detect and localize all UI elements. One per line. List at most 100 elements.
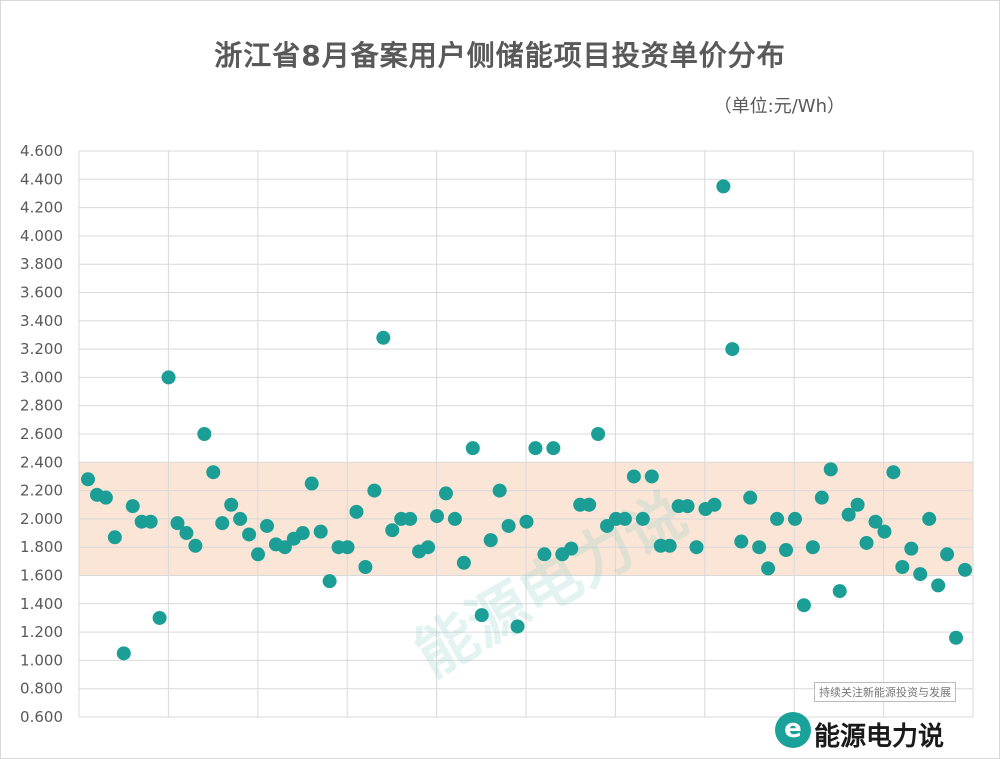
data-point (779, 543, 794, 558)
data-point (617, 511, 632, 526)
y-tick-label: 1.400 (20, 595, 63, 613)
data-point (492, 483, 507, 498)
data-point (259, 518, 274, 533)
y-tick-label: 4.200 (20, 199, 63, 217)
data-point (546, 441, 561, 456)
data-point (197, 427, 212, 441)
data-point (403, 511, 418, 526)
y-tick-label: 4.000 (20, 227, 63, 245)
y-tick-label: 4.600 (20, 142, 63, 160)
y-tick-label: 3.600 (20, 284, 63, 302)
data-point (823, 462, 838, 477)
data-point (913, 567, 928, 582)
y-tick-label: 1.600 (20, 567, 63, 585)
data-point (877, 524, 892, 539)
y-tick-label: 2.600 (20, 425, 63, 443)
data-point (438, 486, 453, 501)
data-point (707, 497, 722, 512)
data-point (107, 530, 122, 545)
data-point (582, 497, 597, 512)
data-point (179, 526, 194, 541)
data-point (850, 497, 865, 512)
brand-e-icon: e (775, 712, 811, 748)
y-tick-label: 3.800 (20, 255, 63, 273)
data-point (680, 499, 695, 514)
y-tick-label: 2.800 (20, 397, 63, 415)
data-point (143, 514, 158, 529)
data-point (796, 598, 811, 613)
data-point (125, 499, 140, 514)
data-point (98, 490, 113, 505)
data-point (958, 562, 972, 577)
data-point (376, 330, 391, 345)
data-point (895, 560, 910, 575)
data-point (519, 514, 534, 529)
data-point (940, 547, 955, 562)
data-point (510, 619, 525, 634)
data-point (931, 578, 946, 593)
y-tick-label: 0.600 (20, 708, 63, 726)
y-tick-label: 3.000 (20, 368, 63, 386)
data-point (716, 179, 731, 194)
data-point (528, 441, 543, 456)
data-point (752, 540, 767, 555)
data-point (161, 370, 176, 385)
y-tick-label: 1.000 (20, 651, 63, 669)
data-point (81, 472, 95, 487)
y-tick-label: 2.400 (20, 453, 63, 471)
data-point (224, 497, 239, 512)
data-point (734, 534, 749, 549)
data-point (814, 490, 829, 505)
data-point (832, 584, 847, 599)
data-point (725, 342, 740, 357)
data-point (949, 630, 964, 645)
data-point (251, 547, 266, 562)
data-point (152, 610, 167, 625)
data-point (340, 540, 355, 555)
unit-label: （单位:元/Wh） (713, 96, 845, 117)
data-point (644, 469, 659, 484)
data-point (805, 540, 820, 555)
data-point (367, 483, 382, 498)
data-point (770, 511, 785, 526)
data-point (349, 504, 364, 519)
grid-layer (78, 150, 974, 718)
data-point (456, 555, 471, 570)
data-point (591, 427, 606, 441)
logo-tagline: 持续关注新能源投资与发展 (814, 682, 956, 702)
brand-logo-text: 能源电力说 (814, 722, 945, 752)
data-point (841, 507, 856, 522)
data-point (886, 465, 901, 480)
data-point (761, 561, 776, 576)
data-point (743, 490, 758, 505)
data-point (689, 540, 704, 555)
y-tick-label: 0.800 (20, 680, 63, 698)
data-point (295, 526, 310, 541)
y-tick-label: 1.800 (20, 538, 63, 556)
y-tick-label: 4.400 (20, 170, 63, 188)
data-point (304, 476, 319, 491)
y-tick-label: 2.200 (20, 482, 63, 500)
data-point (170, 516, 185, 531)
data-point (430, 509, 445, 524)
y-tick-label: 2.000 (20, 510, 63, 528)
data-point (564, 541, 579, 556)
data-point (465, 441, 480, 456)
y-tick-label: 3.200 (20, 340, 63, 358)
data-point (537, 547, 552, 562)
data-point (626, 469, 641, 484)
data-point (242, 527, 257, 542)
data-point (447, 511, 462, 526)
data-point (313, 524, 328, 539)
data-point (206, 465, 221, 480)
data-point (904, 541, 919, 556)
y-tick-label: 3.400 (20, 312, 63, 330)
data-point (322, 574, 337, 589)
data-point (215, 516, 230, 531)
data-point (116, 646, 131, 661)
data-point (635, 511, 650, 526)
data-point (483, 533, 498, 548)
chart-title: 浙江省8月备案用户侧储能项目投资单价分布 (214, 39, 786, 72)
data-point (859, 535, 874, 550)
